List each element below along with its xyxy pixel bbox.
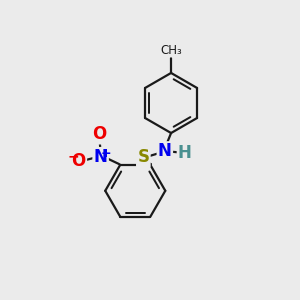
Text: S: S (137, 148, 149, 166)
Text: O: O (92, 125, 106, 143)
Text: H: H (178, 144, 192, 162)
Text: N: N (158, 142, 172, 160)
Text: −: − (67, 149, 79, 163)
Text: +: + (101, 147, 112, 160)
Text: CH₃: CH₃ (160, 44, 182, 57)
Text: N: N (94, 148, 108, 166)
Text: O: O (72, 152, 86, 170)
